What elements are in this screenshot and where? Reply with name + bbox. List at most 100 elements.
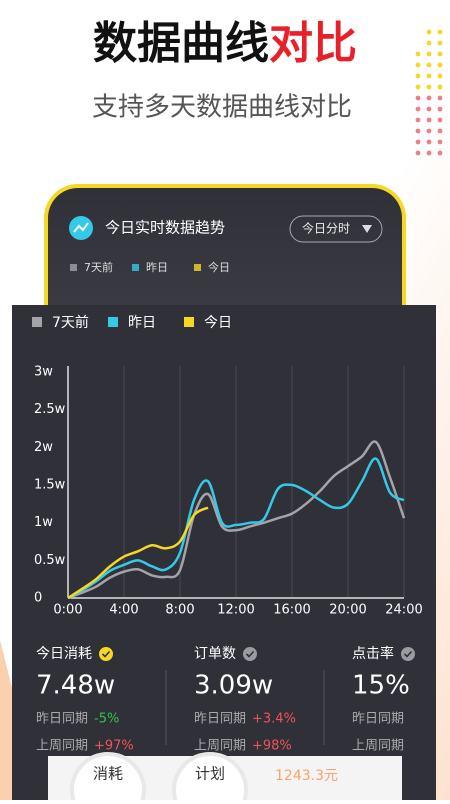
y-tick-label: 2w	[34, 440, 53, 455]
dot	[415, 106, 421, 112]
dot	[437, 139, 443, 145]
legend-label: 昨日	[128, 315, 156, 331]
stat-badge-check	[101, 650, 111, 658]
headline: 数据曲线对比	[93, 18, 357, 69]
legend-swatch	[184, 317, 194, 327]
dot	[426, 117, 432, 123]
dot	[415, 139, 421, 145]
x-tick-label: 4:00	[109, 603, 138, 618]
x-tick-label: 0:00	[53, 603, 82, 618]
x-tick-label: 24:00	[385, 603, 422, 618]
dot	[415, 51, 421, 57]
x-tick-label: 12:00	[217, 603, 254, 618]
line	[67, 506, 209, 600]
x-tick-label: 20:00	[329, 603, 366, 618]
phone-legend-swatch	[70, 264, 77, 271]
stat-value: 15%	[352, 671, 410, 701]
dot	[426, 150, 432, 156]
y-tick-label: 0.5w	[34, 553, 66, 568]
subtitle: 支持多天数据曲线对比	[92, 93, 352, 123]
stat-row-label: 上周同期	[194, 739, 246, 754]
stat-value: 3.09w	[194, 671, 273, 701]
dot	[426, 62, 432, 68]
phone-legend-label: 昨日	[146, 261, 168, 274]
phone-legend-label: 今日	[208, 260, 230, 274]
dot	[426, 51, 432, 57]
stat-label: 今日消耗	[36, 646, 92, 662]
stat-row-label: 昨日同期	[352, 712, 404, 727]
dot	[437, 84, 443, 90]
dot	[437, 29, 443, 35]
line	[67, 440, 406, 600]
stats: 今日消耗 7.48w 昨日同期 -5% 上周同期 +97% 订单数 3.09w 昨日同期 +3.4…	[36, 645, 415, 754]
x-tick-label: 16:00	[273, 603, 310, 618]
legend-swatch	[32, 317, 42, 327]
headline-main: 数据曲线	[93, 18, 269, 69]
dropdown-label: 今日分时	[302, 221, 350, 236]
dot	[426, 73, 432, 79]
dot	[437, 128, 443, 134]
bottom-button-label: 消耗	[93, 765, 123, 783]
bottom-button-label: 计划	[195, 765, 225, 783]
bottom-button[interactable]	[70, 752, 146, 804]
line	[67, 457, 405, 600]
phone-legend-swatch	[132, 264, 139, 271]
dot	[415, 117, 421, 123]
dot	[426, 95, 432, 101]
dot	[437, 117, 443, 123]
phone-legend-swatch	[194, 264, 201, 271]
dot	[437, 95, 443, 101]
chart-panel	[12, 305, 436, 800]
bottom-buttons: 消耗 计划 1243.3元	[70, 752, 338, 804]
dot	[415, 95, 421, 101]
y-tick-label: 1w	[34, 515, 53, 530]
dot	[426, 84, 432, 90]
dot	[426, 139, 432, 145]
dot-decoration	[415, 29, 443, 156]
dot	[415, 150, 421, 156]
dot	[437, 40, 443, 46]
dot	[437, 73, 443, 79]
phone-title: 今日实时数据趋势	[105, 219, 225, 237]
dot	[426, 128, 432, 134]
stat-value: 7.48w	[36, 671, 115, 701]
dot	[415, 73, 421, 79]
y-tick-label: 2.5w	[34, 402, 66, 417]
stat-row-label: 昨日同期	[36, 712, 88, 727]
stat-badge	[99, 647, 113, 661]
legend-label: 7天前	[52, 314, 89, 331]
stat-row-label: 上周同期	[36, 739, 88, 754]
stat-badge-check	[403, 650, 413, 658]
stat-row-label: 昨日同期	[194, 712, 246, 727]
headline-accent: 对比	[269, 18, 357, 69]
dot	[426, 106, 432, 112]
stat-badge-check	[245, 650, 255, 658]
dot	[437, 51, 443, 57]
dropdown[interactable]	[289, 215, 383, 243]
x-tick-label: 8:00	[165, 603, 194, 618]
trend-icon-line	[73, 222, 89, 233]
legend-label: 今日	[204, 315, 232, 331]
dot	[437, 150, 443, 156]
y-tick-label: 1.5w	[34, 478, 66, 493]
stat-label: 点击率	[352, 645, 394, 662]
dot	[426, 29, 432, 35]
dot	[437, 62, 443, 68]
dot	[415, 128, 421, 134]
dot	[426, 40, 432, 46]
stat-row-change: +98%	[252, 739, 292, 754]
bottom-amount: 1243.3元	[275, 768, 338, 784]
phone-legend: 7天前 昨日 今日	[70, 260, 230, 274]
legend-swatch	[108, 317, 118, 327]
y-tick-label: 3w	[34, 365, 53, 380]
dot	[437, 106, 443, 112]
stat-row-change: +3.4%	[252, 712, 296, 727]
stat-row-change: +97%	[94, 739, 134, 754]
bottom-button[interactable]	[172, 752, 248, 804]
dropdown-arrow	[362, 225, 372, 233]
dot	[415, 84, 421, 90]
dot	[415, 62, 421, 68]
phone-legend-label: 7天前	[84, 260, 113, 274]
